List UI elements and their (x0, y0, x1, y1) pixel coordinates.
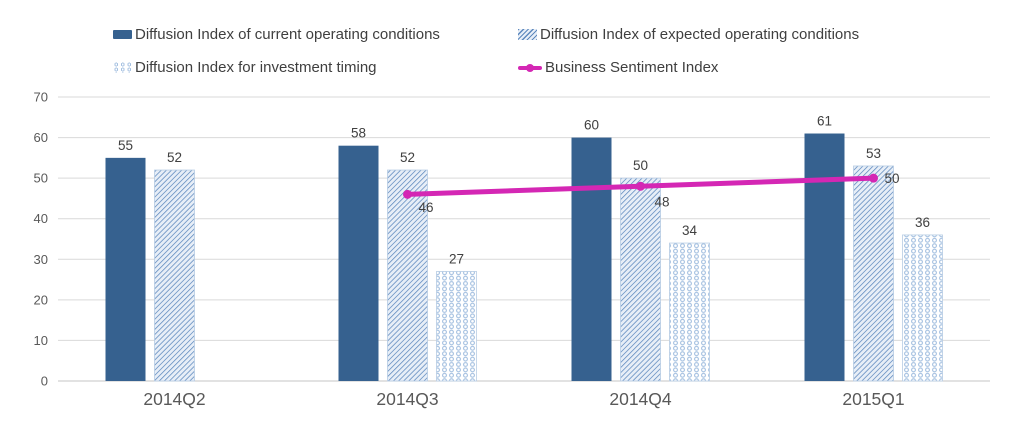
legend-bsi-point-icon (526, 63, 534, 72)
legend-item-expected: Diffusion Index of expected operating co… (518, 26, 859, 43)
legend-label-expected: Diffusion Index of expected operating co… (540, 26, 860, 43)
bar-value-label: 52 (167, 150, 182, 165)
bar-1-2014Q4 (620, 177, 661, 382)
legend-label-investment: Diffusion Index for investment timing (135, 59, 377, 76)
legend-marker-current-swatch (113, 30, 132, 39)
legend-marker-investment-swatch (113, 62, 132, 73)
bar-value-label: 58 (351, 126, 366, 141)
category-label: 2014Q2 (143, 389, 205, 409)
bar-value-label: 34 (682, 223, 698, 238)
bar-value-label: 53 (866, 146, 881, 161)
bsi-value-label: 48 (655, 194, 670, 209)
bsi-value-label: 50 (885, 171, 900, 186)
bsi-value-label: 46 (419, 200, 434, 215)
y-tick-label: 0 (41, 374, 48, 389)
legend-marker-expected-swatch (518, 29, 537, 40)
legend-item-investment: Diffusion Index for investment timing (113, 59, 518, 76)
bar-0-2014Q2 (105, 157, 146, 381)
bar-value-label: 61 (817, 114, 832, 129)
bar-0-2014Q4 (571, 137, 612, 381)
y-tick-label: 30 (34, 252, 48, 267)
y-tick-label: 10 (34, 333, 48, 348)
category-label: 2015Q1 (842, 389, 904, 409)
bar-value-label: 50 (633, 158, 648, 173)
y-tick-label: 20 (34, 292, 48, 307)
bar-1-2015Q1 (853, 165, 894, 382)
legend-item-current: Diffusion Index of current operating con… (113, 26, 518, 43)
bar-2-2014Q4 (669, 242, 710, 382)
y-tick-label: 70 (34, 90, 48, 105)
bsi-point (869, 173, 878, 183)
y-tick-label: 50 (34, 171, 48, 186)
category-label: 2014Q4 (609, 389, 672, 409)
legend-label-bsi: Business Sentiment Index (545, 59, 719, 76)
bar-value-label: 60 (584, 118, 599, 133)
bar-value-label: 36 (915, 215, 930, 230)
y-tick-label: 40 (34, 211, 48, 226)
bar-value-label: 27 (449, 251, 464, 266)
bar-2-2015Q1 (902, 234, 943, 382)
y-tick-label: 60 (34, 130, 48, 145)
bsi-point (403, 189, 412, 199)
bar-1-2014Q3 (387, 169, 428, 382)
legend-label-current: Diffusion Index of current operating con… (135, 26, 440, 43)
bsi-point (636, 181, 645, 191)
chart-legend: Diffusion Index of current operating con… (113, 26, 859, 76)
bar-value-label: 55 (118, 138, 133, 153)
category-label: 2014Q3 (376, 389, 438, 409)
legend-item-bsi: Business Sentiment Index (518, 59, 859, 76)
bar-0-2014Q3 (338, 145, 379, 381)
bar-0-2015Q1 (804, 133, 845, 381)
bar-2-2014Q3 (436, 271, 477, 382)
bar-1-2014Q2 (154, 169, 195, 382)
bar-value-label: 52 (400, 150, 415, 165)
legend-marker-bsi-line (518, 61, 542, 75)
